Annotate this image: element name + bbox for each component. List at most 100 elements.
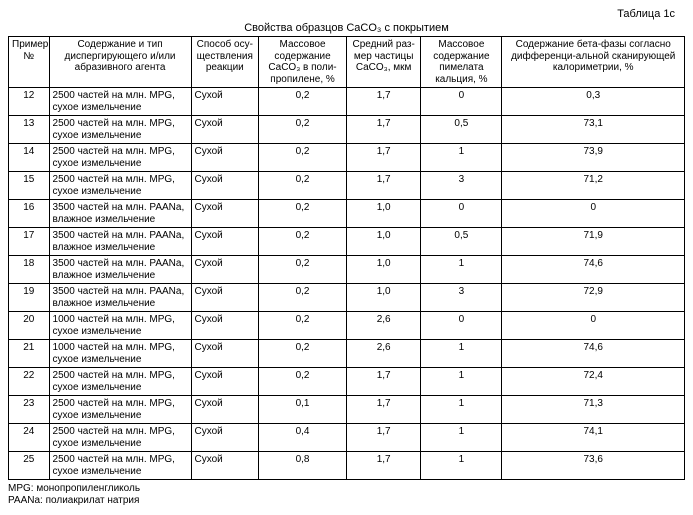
table-cell: 72,9: [502, 284, 685, 312]
table-row: 232500 частей на млн. MPG, сухое измельч…: [9, 396, 685, 424]
table-cell: 19: [9, 284, 50, 312]
table-cell: Сухой: [191, 368, 259, 396]
table-cell: 17: [9, 228, 50, 256]
table-cell: 3500 частей на млн. PAANa, влажное измел…: [49, 256, 191, 284]
table-cell: 1,7: [346, 368, 420, 396]
table-cell: 1,0: [346, 284, 420, 312]
table-cell: 1,7: [346, 396, 420, 424]
table-row: 173500 частей на млн. PAANa, влажное изм…: [9, 228, 685, 256]
table-cell: 0: [502, 200, 685, 228]
table-cell: 74,6: [502, 256, 685, 284]
table-cell: 2500 частей на млн. MPG, сухое измельчен…: [49, 424, 191, 452]
table-cell: 0,2: [259, 172, 347, 200]
table-cell: 0: [421, 200, 502, 228]
table-cell: 74,6: [502, 340, 685, 368]
col-header: Содержание и тип диспергирующего и/или а…: [49, 37, 191, 88]
table-cell: 1,7: [346, 144, 420, 172]
table-cell: Сухой: [191, 228, 259, 256]
table-cell: 1,7: [346, 452, 420, 480]
table-cell: Сухой: [191, 340, 259, 368]
table-cell: Сухой: [191, 144, 259, 172]
table-cell: 3500 частей на млн. PAANa, влажное измел…: [49, 200, 191, 228]
table-cell: Сухой: [191, 424, 259, 452]
table-row: 122500 частей на млн. MPG, сухое измельч…: [9, 88, 685, 116]
table-cell: 0: [421, 88, 502, 116]
table-cell: 0,3: [502, 88, 685, 116]
table-row: 211000 частей на млн. MPG, сухое измельч…: [9, 340, 685, 368]
table-cell: 2,6: [346, 312, 420, 340]
table-cell: 0,1: [259, 396, 347, 424]
table-row: 183500 частей на млн. PAANa, влажное изм…: [9, 256, 685, 284]
table-cell: 71,3: [502, 396, 685, 424]
table-cell: 1,0: [346, 200, 420, 228]
table-cell: 20: [9, 312, 50, 340]
table-cell: 2500 частей на млн. MPG, сухое измельчен…: [49, 452, 191, 480]
table-row: 222500 частей на млн. MPG, сухое измельч…: [9, 368, 685, 396]
table-cell: 73,9: [502, 144, 685, 172]
table-cell: 24: [9, 424, 50, 452]
table-cell: 73,1: [502, 116, 685, 144]
table-cell: 0,2: [259, 256, 347, 284]
table-cell: 0,2: [259, 340, 347, 368]
col-header: Пример №: [9, 37, 50, 88]
table-cell: 0,5: [421, 116, 502, 144]
table-cell: Сухой: [191, 116, 259, 144]
table-cell: Сухой: [191, 284, 259, 312]
table-cell: 1,0: [346, 256, 420, 284]
table-cell: Сухой: [191, 88, 259, 116]
table-cell: 71,9: [502, 228, 685, 256]
table-row: 142500 частей на млн. MPG, сухое измельч…: [9, 144, 685, 172]
table-header-row: Пример № Содержание и тип диспергирующег…: [9, 37, 685, 88]
table-cell: 22: [9, 368, 50, 396]
table-cell: 73,6: [502, 452, 685, 480]
table-cell: 0,2: [259, 88, 347, 116]
table-cell: 1: [421, 452, 502, 480]
table-cell: 2500 частей на млн. MPG, сухое измельчен…: [49, 88, 191, 116]
table-cell: 3500 частей на млн. PAANa, влажное измел…: [49, 284, 191, 312]
table-cell: 1,7: [346, 172, 420, 200]
table-cell: 74,1: [502, 424, 685, 452]
table-row: 201000 частей на млн. MPG, сухое измельч…: [9, 312, 685, 340]
table-cell: 12: [9, 88, 50, 116]
table-title: Свойства образцов CaCO₃ с покрытием: [8, 22, 685, 34]
col-header: Массовое содержание пимелата кальция, %: [421, 37, 502, 88]
table-cell: 0,4: [259, 424, 347, 452]
table-row: 242500 частей на млн. MPG, сухое измельч…: [9, 424, 685, 452]
table-row: 152500 частей на млн. MPG, сухое измельч…: [9, 172, 685, 200]
table-cell: Сухой: [191, 172, 259, 200]
table-cell: 13: [9, 116, 50, 144]
table-cell: Сухой: [191, 396, 259, 424]
table-cell: 3: [421, 172, 502, 200]
table-cell: 72,4: [502, 368, 685, 396]
table-cell: 1,7: [346, 88, 420, 116]
footnote-line: PAANa: полиакрилат натрия: [8, 495, 685, 507]
table-cell: 71,2: [502, 172, 685, 200]
table-cell: 3500 частей на млн. PAANa, влажное измел…: [49, 228, 191, 256]
table-cell: 25: [9, 452, 50, 480]
table-cell: 1,0: [346, 228, 420, 256]
table-cell: 3: [421, 284, 502, 312]
table-cell: 1,7: [346, 116, 420, 144]
col-header: Содержание бета-фазы согласно дифференци…: [502, 37, 685, 88]
table-cell: 0,2: [259, 312, 347, 340]
table-row: 193500 частей на млн. PAANa, влажное изм…: [9, 284, 685, 312]
table-cell: 21: [9, 340, 50, 368]
table-cell: 0,2: [259, 200, 347, 228]
table-cell: 2500 частей на млн. MPG, сухое измельчен…: [49, 368, 191, 396]
table-cell: Сухой: [191, 256, 259, 284]
table-label: Таблица 1с: [8, 8, 685, 20]
table-cell: 0,5: [421, 228, 502, 256]
table-cell: 1: [421, 396, 502, 424]
table-cell: 16: [9, 200, 50, 228]
table-cell: 1000 частей на млн. MPG, сухое измельчен…: [49, 340, 191, 368]
table-cell: 1: [421, 144, 502, 172]
col-header: Средний раз-мер частицы CaCO₃, мкм: [346, 37, 420, 88]
table-cell: 1: [421, 256, 502, 284]
table-cell: 2500 частей на млн. MPG, сухое измельчен…: [49, 116, 191, 144]
table-cell: 2,6: [346, 340, 420, 368]
col-header: Массовое содержание CaCO₃ в поли-пропиле…: [259, 37, 347, 88]
footnotes: MPG: монопропиленгликоль PAANa: полиакри…: [8, 483, 685, 507]
table-cell: 0: [502, 312, 685, 340]
table-cell: Сухой: [191, 200, 259, 228]
table-cell: 2500 частей на млн. MPG, сухое измельчен…: [49, 396, 191, 424]
